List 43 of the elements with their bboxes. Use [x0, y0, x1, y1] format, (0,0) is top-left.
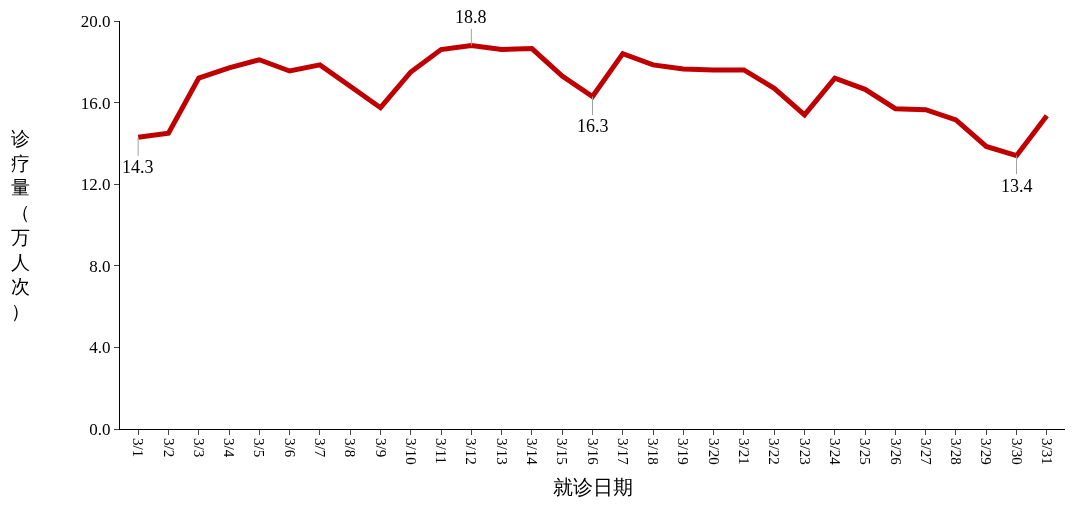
x-tick-label: 3/24 — [826, 438, 843, 466]
x-tick-label: 3/19 — [675, 438, 692, 465]
x-tick-label: 3/29 — [978, 438, 995, 465]
y-tick-label: 20.0 — [80, 11, 111, 31]
x-tick-label: 3/8 — [342, 438, 359, 458]
x-tick-label: 3/12 — [463, 438, 480, 465]
x-tick-label: 3/13 — [493, 438, 510, 465]
x-tick-label: 3/17 — [614, 438, 631, 466]
x-tick-label: 3/16 — [584, 438, 601, 466]
x-tick-label: 3/6 — [281, 438, 298, 458]
x-tick-label: 3/21 — [736, 438, 753, 465]
data-label: 14.3 — [122, 157, 154, 177]
x-tick-label: 3/4 — [221, 438, 238, 458]
y-tick-label: 12.0 — [80, 175, 111, 195]
x-tick-label: 3/10 — [402, 438, 419, 465]
x-tick-label: 3/22 — [766, 438, 783, 465]
x-tick-label: 3/25 — [857, 438, 874, 465]
x-tick-label: 3/3 — [190, 438, 207, 458]
x-tick-label: 3/2 — [160, 438, 177, 458]
x-tick-label: 3/5 — [251, 438, 268, 458]
x-tick-label: 3/11 — [433, 438, 450, 465]
data-label: 13.4 — [1001, 176, 1033, 196]
x-axis-title: 就诊日期 — [552, 475, 633, 498]
x-tick-label: 3/9 — [372, 438, 389, 458]
x-tick-label: 3/7 — [312, 438, 329, 458]
y-tick-label: 4.0 — [89, 338, 111, 358]
y-tick-label: 16.0 — [80, 93, 111, 113]
data-label: 16.3 — [577, 116, 609, 136]
x-tick-label: 3/14 — [524, 438, 541, 466]
data-label: 18.8 — [455, 7, 487, 27]
x-tick-label: 3/20 — [705, 438, 722, 465]
x-tick-label: 3/18 — [645, 438, 662, 465]
x-tick-label: 3/27 — [917, 438, 934, 466]
x-tick-label: 3/15 — [554, 438, 571, 465]
x-tick-label: 3/28 — [948, 438, 965, 465]
x-tick-label: 3/1 — [130, 438, 147, 458]
y-axis-title: 诊疗量（万人次） — [11, 128, 30, 322]
x-tick-label: 3/31 — [1038, 438, 1055, 465]
y-tick-label: 0.0 — [89, 419, 111, 439]
y-tick-label: 8.0 — [89, 256, 111, 276]
x-tick-label: 3/23 — [796, 438, 813, 465]
x-tick-label: 3/30 — [1008, 438, 1025, 465]
x-tick-label: 3/26 — [887, 438, 904, 466]
